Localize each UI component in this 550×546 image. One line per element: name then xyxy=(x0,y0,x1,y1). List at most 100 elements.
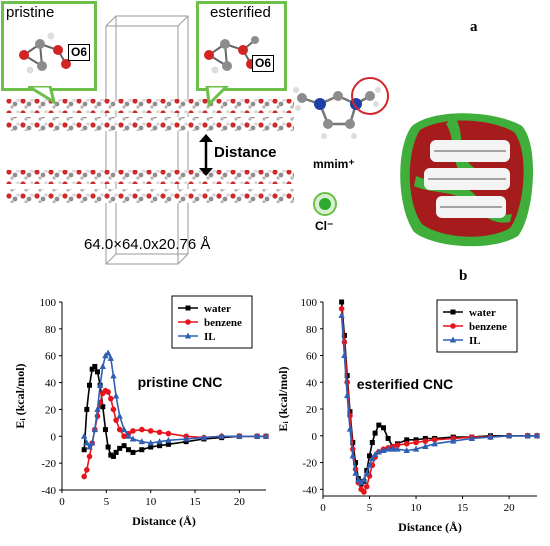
data-point-IL xyxy=(262,432,270,439)
x-tick-label: 20 xyxy=(234,496,246,508)
data-point-benzene xyxy=(422,438,429,444)
data-point-IL xyxy=(403,447,410,454)
legend-label-water: water xyxy=(469,307,496,319)
o6-label-pristine: O6 xyxy=(68,44,91,61)
data-point-water xyxy=(108,452,114,458)
y-tick-label: 100 xyxy=(40,297,57,309)
chloride-anion xyxy=(313,192,337,216)
legend-marker-water xyxy=(450,309,456,315)
data-point-benzene xyxy=(431,437,438,443)
data-point-IL xyxy=(355,476,362,483)
data-point-benzene xyxy=(156,429,163,436)
y-tick-label: 20 xyxy=(45,404,57,416)
data-point-IL xyxy=(165,436,172,443)
x-tick-label: 15 xyxy=(457,502,469,514)
simulation-box-wireframe xyxy=(105,15,189,265)
data-point-IL xyxy=(96,381,104,388)
data-point-IL xyxy=(110,372,117,379)
x-tick-label: 10 xyxy=(145,496,157,508)
data-point-benzene xyxy=(413,439,419,446)
data-point-IL xyxy=(363,469,370,476)
y-tick-label: 80 xyxy=(45,324,57,336)
data-point-IL xyxy=(366,461,373,468)
data-point-benzene xyxy=(121,433,127,440)
data-point-IL xyxy=(116,412,123,419)
data-point-IL xyxy=(533,432,541,439)
data-point-water xyxy=(81,447,87,453)
data-point-benzene xyxy=(363,483,370,490)
data-point-benzene xyxy=(116,426,123,433)
data-point-IL xyxy=(505,432,513,439)
y-tick-label: 60 xyxy=(306,351,318,363)
callout-pristine-pointer xyxy=(28,86,57,106)
data-point-water xyxy=(165,441,171,447)
data-point-benzene xyxy=(130,428,136,434)
legend-marker-water xyxy=(185,305,191,311)
data-point-IL xyxy=(129,435,137,442)
y-tick-label: 80 xyxy=(306,324,318,336)
data-point-IL xyxy=(369,455,376,462)
data-point-water xyxy=(121,443,127,449)
y-tick-label: 20 xyxy=(306,404,318,416)
box-dimensions-label: 64.0×64.0x20.76 Å xyxy=(84,236,211,253)
y-tick-label: 0 xyxy=(51,431,57,443)
data-point-IL xyxy=(341,352,348,359)
y-axis-label: Eᵢ (kcal/mol) xyxy=(276,366,290,431)
chloride-label: Cl⁻ xyxy=(315,219,334,233)
y-tick-label: -20 xyxy=(302,458,317,470)
legend-marker-benzene xyxy=(185,319,191,325)
x-tick-label: 15 xyxy=(190,496,202,508)
data-point-IL xyxy=(487,433,494,440)
y-tick-label: 40 xyxy=(306,377,318,389)
data-point-IL xyxy=(352,469,359,476)
mmim-cation-molecule xyxy=(293,77,389,139)
data-point-benzene xyxy=(394,442,401,448)
data-point-water xyxy=(126,447,132,453)
data-point-IL xyxy=(138,438,146,445)
y-tick-label: -40 xyxy=(41,485,56,497)
data-point-water xyxy=(157,443,163,449)
x-axis-label: Distance (Å) xyxy=(132,514,196,528)
data-point-benzene xyxy=(165,430,172,437)
x-tick-label: 0 xyxy=(59,496,65,508)
data-point-water xyxy=(372,430,378,436)
data-point-water xyxy=(367,453,373,459)
data-point-IL xyxy=(107,354,114,361)
data-point-water xyxy=(102,427,108,433)
x-tick-label: 5 xyxy=(367,502,373,514)
callout-esterified-pointer xyxy=(205,86,230,108)
data-point-IL xyxy=(524,432,531,439)
data-point-water xyxy=(86,382,92,388)
distance-arrow xyxy=(199,134,213,176)
x-tick-label: 20 xyxy=(504,502,516,514)
chart-esterified-cnc: 100 80 60 40 20 0 -20 -40 0 5 10 15 20 Distance (Å) Eᵢ… xyxy=(275,292,550,546)
data-point-IL xyxy=(120,426,128,433)
data-point-benzene xyxy=(361,489,367,495)
data-point-IL xyxy=(125,432,132,439)
data-point-water xyxy=(89,366,95,372)
x-tick-label: 10 xyxy=(411,502,423,514)
data-point-IL xyxy=(83,439,91,446)
panel-a-letter: a xyxy=(470,19,478,35)
y-tick-label: 0 xyxy=(312,431,318,443)
data-point-IL xyxy=(431,440,438,447)
data-point-water xyxy=(105,444,111,450)
data-point-IL xyxy=(99,362,106,369)
interaction-density-map xyxy=(400,113,534,247)
glucose-molecule-pristine xyxy=(19,32,71,74)
callout-esterified-label: esterified xyxy=(210,4,271,21)
data-point-water xyxy=(113,449,119,455)
chart-pristine-cnc: 100 80 60 40 20 0 -20 -40 0 5 10 15 20 Distance (Å) Eᵢ… xyxy=(0,292,275,546)
data-point-benzene xyxy=(139,426,145,433)
data-point-water xyxy=(139,447,145,453)
data-point-IL xyxy=(112,392,120,399)
data-point-IL xyxy=(371,451,379,458)
data-point-IL xyxy=(88,439,96,446)
data-point-IL xyxy=(80,432,88,439)
data-point-IL xyxy=(218,432,225,439)
y-axis-label: Eᵢ (kcal/mol) xyxy=(13,363,27,428)
data-point-benzene xyxy=(403,441,410,447)
o6-label-esterified: O6 xyxy=(252,55,275,72)
